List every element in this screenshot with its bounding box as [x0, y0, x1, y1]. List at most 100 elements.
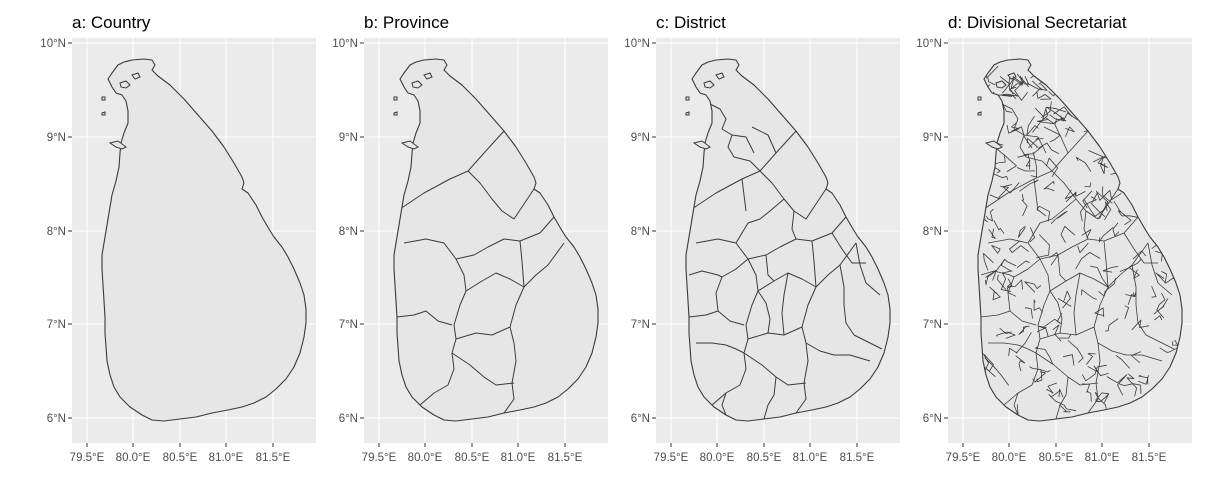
boundary-line — [1094, 392, 1107, 409]
y-tick-label: 10°N — [40, 38, 66, 50]
boundary-line — [1123, 232, 1158, 264]
boundary-line — [1098, 226, 1114, 243]
boundary-line — [986, 208, 994, 222]
islet — [411, 80, 423, 89]
boundary-line — [795, 286, 817, 414]
boundary-line — [1045, 157, 1059, 178]
boundary-line — [1053, 106, 1073, 117]
boundary-line — [1090, 265, 1110, 288]
boundary-line — [1064, 189, 1077, 203]
island-outline — [685, 58, 891, 422]
boundary-line — [1132, 250, 1147, 260]
boundary-line — [1049, 118, 1061, 143]
boundary-line — [1059, 404, 1071, 413]
island-map — [977, 58, 1183, 422]
boundary-line — [1065, 126, 1075, 137]
boundary-line — [1006, 279, 1023, 290]
boundary-line — [1147, 242, 1173, 296]
islet — [977, 96, 982, 101]
x-tick-label: 79.5°E — [654, 452, 689, 464]
boundary-line — [1021, 194, 1028, 217]
y-tick-label: 9°N — [47, 132, 66, 144]
boundary-line — [1081, 289, 1097, 300]
boundary-line — [1009, 240, 1029, 253]
boundary-line — [1018, 225, 1026, 238]
boundary-line — [1161, 271, 1167, 284]
boundary-line — [1011, 126, 1033, 149]
islet — [692, 140, 711, 150]
boundary-line — [1024, 307, 1033, 319]
y-tick-label: 9°N — [339, 132, 358, 144]
boundary-line — [1124, 305, 1129, 319]
y-tick-label: 6°N — [339, 413, 358, 425]
boundary-line — [1029, 227, 1036, 243]
boundary-line — [1003, 352, 1039, 406]
boundary-line — [688, 270, 723, 278]
islet — [715, 72, 725, 80]
boundary-line — [1113, 200, 1132, 226]
islet — [400, 140, 419, 150]
boundary-line — [1063, 354, 1075, 366]
boundary-line — [997, 274, 1007, 290]
boundary-line — [1106, 374, 1128, 396]
boundary-line — [451, 352, 515, 386]
boundary-line — [1081, 364, 1107, 382]
boundary-line — [999, 76, 1011, 94]
boundary-line — [707, 102, 755, 154]
panel-title: c: District — [656, 13, 726, 32]
island-map — [685, 58, 891, 422]
x-tick-label: 80.5°E — [163, 452, 198, 464]
boundary-line — [987, 65, 999, 86]
boundary-line — [1023, 146, 1043, 155]
boundary-line — [839, 264, 883, 350]
boundary-line — [1081, 229, 1092, 239]
boundary-line — [1103, 240, 1109, 288]
y-tick-label: 7°N — [339, 319, 358, 331]
boundary-line — [1036, 234, 1050, 259]
boundary-line — [1059, 334, 1072, 339]
boundary-line — [791, 210, 797, 240]
boundary-line — [1027, 198, 1077, 244]
boundary-line — [1030, 151, 1037, 178]
boundary-line — [396, 310, 453, 326]
boundary-line — [1151, 285, 1157, 298]
boundary-line — [1000, 270, 1013, 292]
y-tick-label: 8°N — [923, 226, 942, 238]
boundary-line — [1057, 254, 1067, 282]
boundary-line — [1102, 266, 1119, 273]
x-tick-label: 80.0°E — [992, 452, 1027, 464]
y-tick-label: 7°N — [923, 319, 942, 331]
boundary-line — [763, 376, 777, 420]
boundary-line — [1048, 393, 1077, 412]
boundary-line — [1091, 192, 1109, 220]
boundary-line — [985, 259, 1006, 286]
boundary-line — [805, 342, 871, 362]
islet — [423, 72, 433, 80]
boundary-line — [757, 290, 771, 334]
boundary-line — [1050, 210, 1068, 224]
boundary-line — [1117, 383, 1142, 395]
boundary-line — [831, 232, 866, 264]
boundary-line — [988, 228, 996, 239]
islet — [131, 72, 141, 80]
boundary-line — [1015, 355, 1026, 372]
boundary-line — [399, 130, 505, 210]
boundary-line — [735, 198, 785, 244]
boundary-line — [1095, 394, 1109, 402]
boundary-line — [1043, 106, 1067, 118]
boundary-line — [1153, 298, 1169, 315]
boundary-line — [1131, 351, 1142, 363]
boundary-line — [1083, 210, 1089, 240]
x-tick-label: 81.0°E — [501, 452, 536, 464]
boundary-line — [467, 170, 535, 220]
boundary-line — [998, 154, 1006, 163]
boundary-line — [1026, 115, 1039, 136]
boundary-line — [1075, 157, 1092, 172]
y-tick-label: 7°N — [631, 319, 650, 331]
islet — [685, 96, 690, 101]
x-tick-label: 81.5°E — [1132, 452, 1167, 464]
admin-boundaries — [688, 102, 883, 420]
boundary-line — [1029, 366, 1051, 373]
boundary-line — [1119, 267, 1140, 279]
boundary-line — [455, 326, 511, 340]
